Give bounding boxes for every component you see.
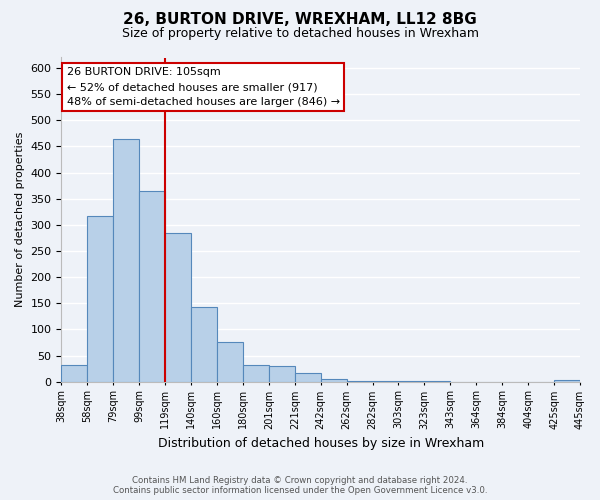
Bar bbox=[139, 191, 165, 382]
Bar bbox=[321, 378, 347, 382]
Bar bbox=[113, 138, 139, 382]
Bar bbox=[217, 342, 243, 382]
Bar bbox=[295, 374, 321, 382]
Text: Contains HM Land Registry data © Crown copyright and database right 2024.
Contai: Contains HM Land Registry data © Crown c… bbox=[113, 476, 487, 495]
Bar bbox=[88, 216, 113, 382]
Bar bbox=[554, 380, 580, 382]
Text: Size of property relative to detached houses in Wrexham: Size of property relative to detached ho… bbox=[121, 28, 479, 40]
Bar bbox=[61, 365, 88, 382]
X-axis label: Distribution of detached houses by size in Wrexham: Distribution of detached houses by size … bbox=[158, 437, 484, 450]
Bar bbox=[191, 308, 217, 382]
Bar bbox=[243, 365, 269, 382]
Text: 26 BURTON DRIVE: 105sqm
← 52% of detached houses are smaller (917)
48% of semi-d: 26 BURTON DRIVE: 105sqm ← 52% of detache… bbox=[67, 67, 340, 107]
Bar bbox=[269, 366, 295, 382]
Bar bbox=[424, 381, 451, 382]
Bar bbox=[165, 233, 191, 382]
Bar bbox=[398, 381, 424, 382]
Bar bbox=[373, 381, 398, 382]
Y-axis label: Number of detached properties: Number of detached properties bbox=[15, 132, 25, 308]
Text: 26, BURTON DRIVE, WREXHAM, LL12 8BG: 26, BURTON DRIVE, WREXHAM, LL12 8BG bbox=[123, 12, 477, 28]
Bar bbox=[347, 380, 373, 382]
